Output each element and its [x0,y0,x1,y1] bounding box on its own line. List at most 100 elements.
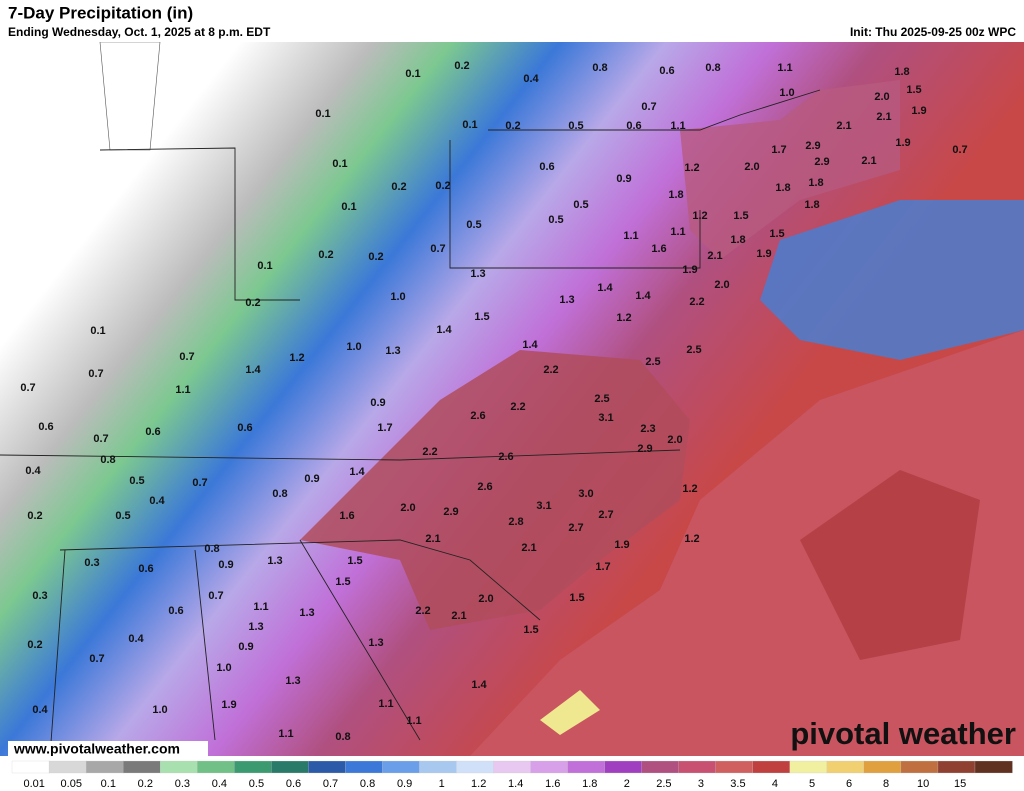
precip-label: 1.2 [684,162,699,174]
precip-label: 1.9 [911,105,926,117]
ocean-rain [800,470,980,660]
precip-label: 1.1 [253,601,268,613]
init-time: Init: Thu 2025-09-25 00z WPC [850,25,1016,39]
precip-label: 2.0 [667,434,682,446]
precip-label: 2.0 [744,161,759,173]
precip-label: 0.2 [505,120,520,132]
legend-swatch [789,760,828,774]
state-border [59,539,541,621]
precip-label: 2.8 [508,516,523,528]
precip-label: 0.4 [25,465,41,477]
precip-label: 0.5 [568,120,583,132]
precip-label: 3.1 [536,500,551,512]
precip-label: 0.8 [272,488,287,500]
precip-label: 0.7 [641,101,656,113]
precip-label: 0.6 [237,422,252,434]
precip-label: 2.1 [876,111,891,123]
precip-label: 0.7 [89,653,104,665]
legend-label: 0.01 [24,778,45,790]
precip-label: 1.8 [804,199,819,211]
legend-label: 0.8 [360,778,375,790]
precip-label: 0.6 [659,65,674,77]
precip-label: 0.4 [523,73,539,85]
legend-swatch [419,760,458,774]
website: www.pivotalweather.com [13,741,180,757]
precip-label: 0.9 [238,641,253,653]
precip-label: 1.4 [245,364,261,376]
legend-swatch [678,760,717,774]
precip-label: 0.1 [462,119,477,131]
legend-label: 15 [954,778,966,790]
precip-label: 0.9 [218,559,233,571]
precip-label: 0.1 [341,201,356,213]
legend-swatch [85,760,124,774]
precip-label: 0.2 [391,181,406,193]
precip-label: 2.9 [814,156,829,168]
website-bg [8,741,208,758]
legend-label: 1.8 [582,778,597,790]
precip-label: 2.1 [707,250,722,262]
legend-label: 2.5 [656,778,671,790]
precip-label: 2.1 [521,542,536,554]
legend-swatch [530,760,569,774]
precip-label: 1.1 [175,384,190,396]
precip-label: 1.8 [894,66,909,78]
legend-swatch [382,760,421,774]
precip-label: 1.6 [651,243,666,255]
precip-label: 2.9 [443,506,458,518]
precip-label: 1.5 [906,84,921,96]
precip-label: 0.1 [90,325,105,337]
precip-label: 1.8 [808,177,823,189]
legend-swatch [752,760,791,774]
precip-label: 0.5 [115,510,130,522]
precip-label: 1.3 [470,268,485,280]
legend-swatch [234,760,272,774]
precip-label: 0.7 [430,243,445,255]
legend-swatch [197,760,235,774]
precip-label: 0.4 [32,704,48,716]
precip-label: 1.7 [595,561,610,573]
precip-label: 3.1 [598,412,613,424]
precip-label: 3.0 [578,488,593,500]
precip-label: 0.6 [626,120,641,132]
lake [99,41,161,151]
precip-label: 0.6 [145,426,160,438]
precip-label: 0.4 [128,633,144,645]
legend-label: 0.05 [61,778,82,790]
precip-label: 2.7 [568,522,583,534]
precip-label: 1.5 [474,311,489,323]
precip-label: 1.9 [895,137,910,149]
precip-label: 1.9 [756,248,771,260]
precip-label: 1.3 [285,675,300,687]
precip-label: 0.2 [318,249,333,261]
legend-label: 3.5 [730,778,745,790]
precip-label: 0.2 [368,251,383,263]
precip-label: 0.6 [168,605,183,617]
state-border [49,549,66,757]
precip-label: 1.1 [670,226,685,238]
precip-label: 0.6 [539,161,554,173]
subtitle: Ending Wednesday, Oct. 1, 2025 at 8 p.m.… [8,25,271,39]
precip-label: 1.3 [267,555,282,567]
legend-swatch [48,760,87,774]
precip-label: 0.3 [32,590,47,602]
legend-label: 0.9 [397,778,412,790]
ocean-rain [760,200,1024,360]
legend-swatch [122,760,161,774]
legend-swatch [604,760,643,774]
precip-label: 1.0 [152,704,167,716]
precip-label: 1.9 [614,539,629,551]
precip-label: 1.4 [522,339,538,351]
precip-label: 2.5 [594,393,609,405]
precip-label: 1.2 [684,533,699,545]
precip-label: 0.7 [179,351,194,363]
precip-label: 1.9 [682,264,697,276]
precip-label: 0.7 [192,477,207,489]
precip-label: 0.5 [129,475,144,487]
state-border [99,147,300,301]
precip-label: 0.7 [93,433,108,445]
legend-swatch [271,760,309,774]
precip-label: 2.5 [686,344,701,356]
legend-label: 0.3 [175,778,190,790]
